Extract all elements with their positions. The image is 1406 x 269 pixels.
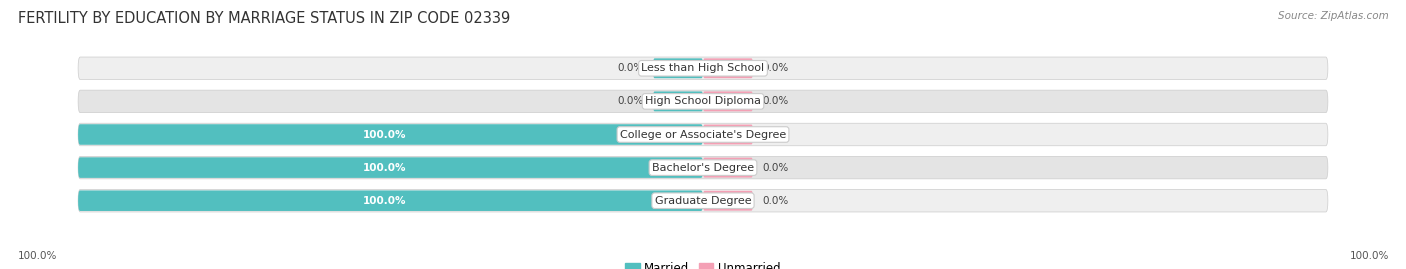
FancyBboxPatch shape (79, 190, 703, 211)
FancyBboxPatch shape (703, 191, 754, 211)
FancyBboxPatch shape (703, 58, 754, 78)
Text: 0.0%: 0.0% (617, 96, 644, 107)
Text: Graduate Degree: Graduate Degree (655, 196, 751, 206)
Text: 100.0%: 100.0% (363, 162, 406, 173)
Text: 0.0%: 0.0% (762, 129, 789, 140)
Text: 100.0%: 100.0% (363, 196, 406, 206)
FancyBboxPatch shape (79, 157, 703, 178)
FancyBboxPatch shape (79, 124, 703, 145)
Text: High School Diploma: High School Diploma (645, 96, 761, 107)
FancyBboxPatch shape (79, 123, 1327, 146)
FancyBboxPatch shape (703, 158, 754, 178)
Text: 0.0%: 0.0% (617, 63, 644, 73)
Text: 100.0%: 100.0% (18, 251, 58, 261)
Text: Less than High School: Less than High School (641, 63, 765, 73)
FancyBboxPatch shape (79, 189, 1327, 212)
FancyBboxPatch shape (652, 91, 703, 111)
Text: 0.0%: 0.0% (762, 63, 789, 73)
Text: FERTILITY BY EDUCATION BY MARRIAGE STATUS IN ZIP CODE 02339: FERTILITY BY EDUCATION BY MARRIAGE STATU… (18, 11, 510, 26)
Text: 0.0%: 0.0% (762, 196, 789, 206)
FancyBboxPatch shape (79, 156, 1327, 179)
Text: 0.0%: 0.0% (762, 96, 789, 107)
FancyBboxPatch shape (79, 90, 1327, 113)
Text: College or Associate's Degree: College or Associate's Degree (620, 129, 786, 140)
FancyBboxPatch shape (79, 57, 1327, 80)
Text: 100.0%: 100.0% (363, 129, 406, 140)
Text: 0.0%: 0.0% (762, 162, 789, 173)
Text: 100.0%: 100.0% (1350, 251, 1389, 261)
FancyBboxPatch shape (703, 125, 754, 144)
Text: Source: ZipAtlas.com: Source: ZipAtlas.com (1278, 11, 1389, 21)
Legend: Married, Unmarried: Married, Unmarried (620, 258, 786, 269)
FancyBboxPatch shape (652, 58, 703, 78)
Text: Bachelor's Degree: Bachelor's Degree (652, 162, 754, 173)
FancyBboxPatch shape (703, 91, 754, 111)
